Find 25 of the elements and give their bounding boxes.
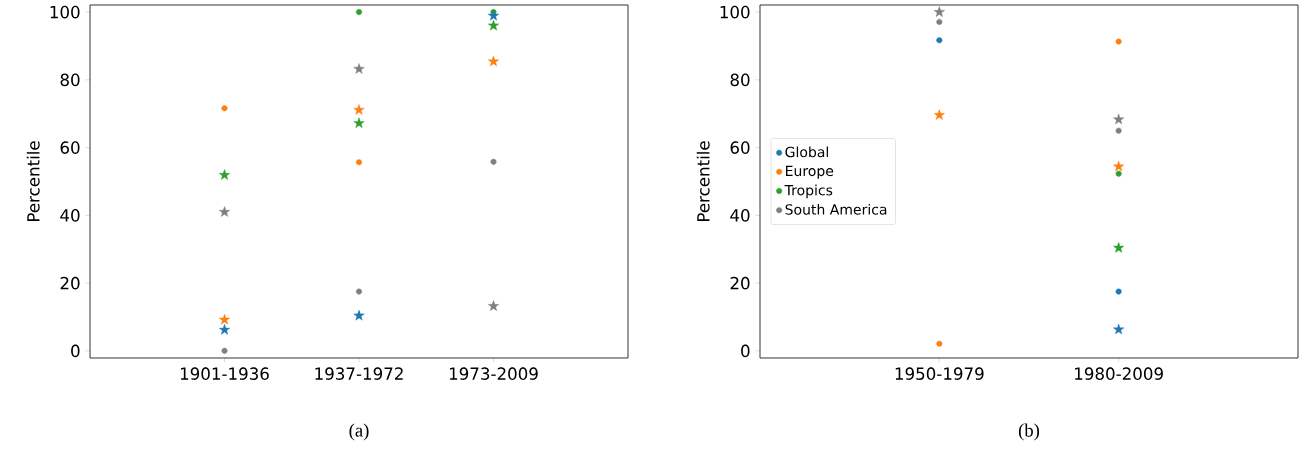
y-tick-label: 40 xyxy=(730,209,750,222)
x-tick-label: 1980-2009 xyxy=(1075,367,1163,380)
legend-label: Tropics xyxy=(784,184,833,199)
y-tick-label: 0 xyxy=(741,344,750,358)
y-tick-label: 20 xyxy=(730,276,750,290)
x-tick-label: 1937-1972 xyxy=(315,367,403,380)
text: (a) xyxy=(349,423,369,441)
y-tick-label: 80 xyxy=(730,73,750,87)
x-tick-label: 1973-2009 xyxy=(449,367,538,380)
legend-label: Europe xyxy=(786,165,834,179)
x-tick-label: 1950-1979 xyxy=(895,367,984,380)
x-tick-label: 1901-1936 xyxy=(180,367,269,380)
y-tick-label: 100 xyxy=(50,5,80,19)
legend-label: South America xyxy=(785,203,887,215)
y-axis-title: Percentile xyxy=(26,141,40,221)
y-tick-label: 80 xyxy=(60,73,80,87)
y-tick-label: 100 xyxy=(720,5,750,19)
y-tick-label: 60 xyxy=(730,141,750,154)
y-axis-title: Percentile xyxy=(696,141,710,221)
y-tick-label: 20 xyxy=(60,276,80,290)
y-tick-label: 60 xyxy=(60,141,80,154)
legend-label: Global xyxy=(785,146,828,158)
text: (b) xyxy=(1018,423,1040,441)
y-tick-label: 40 xyxy=(60,209,80,222)
y-tick-label: 0 xyxy=(71,344,80,358)
